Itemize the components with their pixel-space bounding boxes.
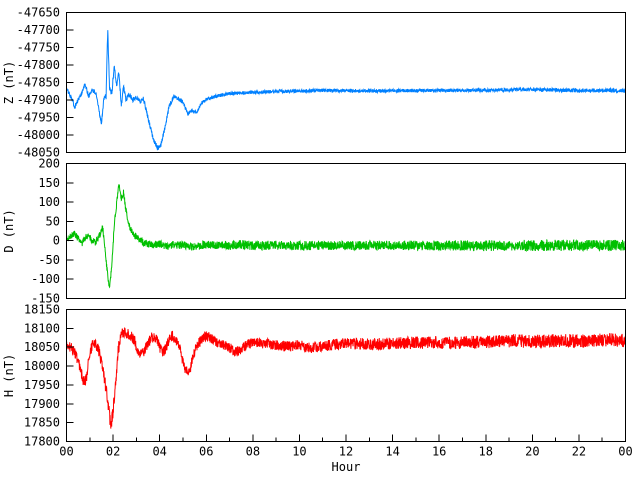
y-axis-title-H: H (nT) <box>2 354 16 397</box>
y-tick-label: -47800 <box>17 58 60 72</box>
series-H <box>66 327 626 429</box>
panel-D: 200 150 100 50 0 -50 -100 -150 D (nT) <box>2 157 626 306</box>
y-tick-label: -48050 <box>17 146 60 160</box>
series-Z <box>66 30 626 151</box>
y-tick-label: -150 <box>31 292 60 306</box>
y-tick-label: 200 <box>38 157 60 171</box>
y-tick-label: -47650 <box>17 6 60 20</box>
y-tick-label: -47850 <box>17 76 60 90</box>
y-tick-label: -47950 <box>17 111 60 125</box>
y-tick-label: 100 <box>38 195 60 209</box>
y-tick-label: -48000 <box>17 128 60 142</box>
x-axis-title: Hour <box>332 460 361 474</box>
panel-H: 18150 18100 18050 18000 17950 17900 17850 17800… <box>2 303 633 475</box>
x-tick-label: 22 <box>572 445 586 459</box>
y-axis-title-Z: Z (nT) <box>2 61 16 104</box>
y-tick-label: 0 <box>53 234 60 248</box>
y-tick-label: -50 <box>38 253 60 267</box>
y-tick-label: 17850 <box>24 416 60 430</box>
y-tick-label: 18000 <box>24 359 60 373</box>
y-tick-label: 18100 <box>24 321 60 335</box>
y-axis-Z: -47650 -47700 -47750 -47800 -47850 -47900 -479… <box>17 6 74 160</box>
x-tick-label: 14 <box>385 445 399 459</box>
x-tick-label: 02 <box>106 445 120 459</box>
x-tick-label: 00 <box>618 445 632 459</box>
x-tick-label: 20 <box>525 445 539 459</box>
series-D <box>66 184 626 289</box>
y-axis-D: 200 150 100 50 0 -50 -100 -150 <box>31 157 74 306</box>
x-axis: 00 02 04 06 08 10 12 14 16 18 20 22 00 <box>59 434 633 459</box>
y-axis-H: 18150 18100 18050 18000 17950 17900 17850 17800 <box>24 303 74 449</box>
y-tick-label: 150 <box>38 176 60 190</box>
x-tick-label: 12 <box>339 445 353 459</box>
y-tick-label: 17950 <box>24 378 60 392</box>
y-tick-label: 18150 <box>24 303 60 317</box>
panel-border-H <box>66 309 626 442</box>
y-tick-label: -100 <box>31 272 60 286</box>
panel-Z: -47650 -47700 -47750 -47800 -47850 -47900 -479… <box>2 6 626 160</box>
y-tick-label: 18050 <box>24 340 60 354</box>
x-tick-label: 10 <box>292 445 306 459</box>
x-tick-label: 00 <box>59 445 73 459</box>
x-tick-label: 16 <box>432 445 446 459</box>
x-tick-label: 04 <box>152 445 166 459</box>
y-tick-label: 50 <box>46 214 60 228</box>
y-tick-label: 17800 <box>24 435 60 449</box>
panel-border-D <box>66 163 626 299</box>
panel-border-Z <box>66 12 626 153</box>
y-tick-label: -47900 <box>17 93 60 107</box>
x-tick-label: 06 <box>199 445 213 459</box>
y-tick-label: -47700 <box>17 23 60 37</box>
y-tick-label: -47750 <box>17 41 60 55</box>
y-tick-label: 17900 <box>24 397 60 411</box>
x-tick-label: 08 <box>246 445 260 459</box>
y-axis-title-D: D (nT) <box>2 209 16 252</box>
x-tick-label: 18 <box>479 445 493 459</box>
